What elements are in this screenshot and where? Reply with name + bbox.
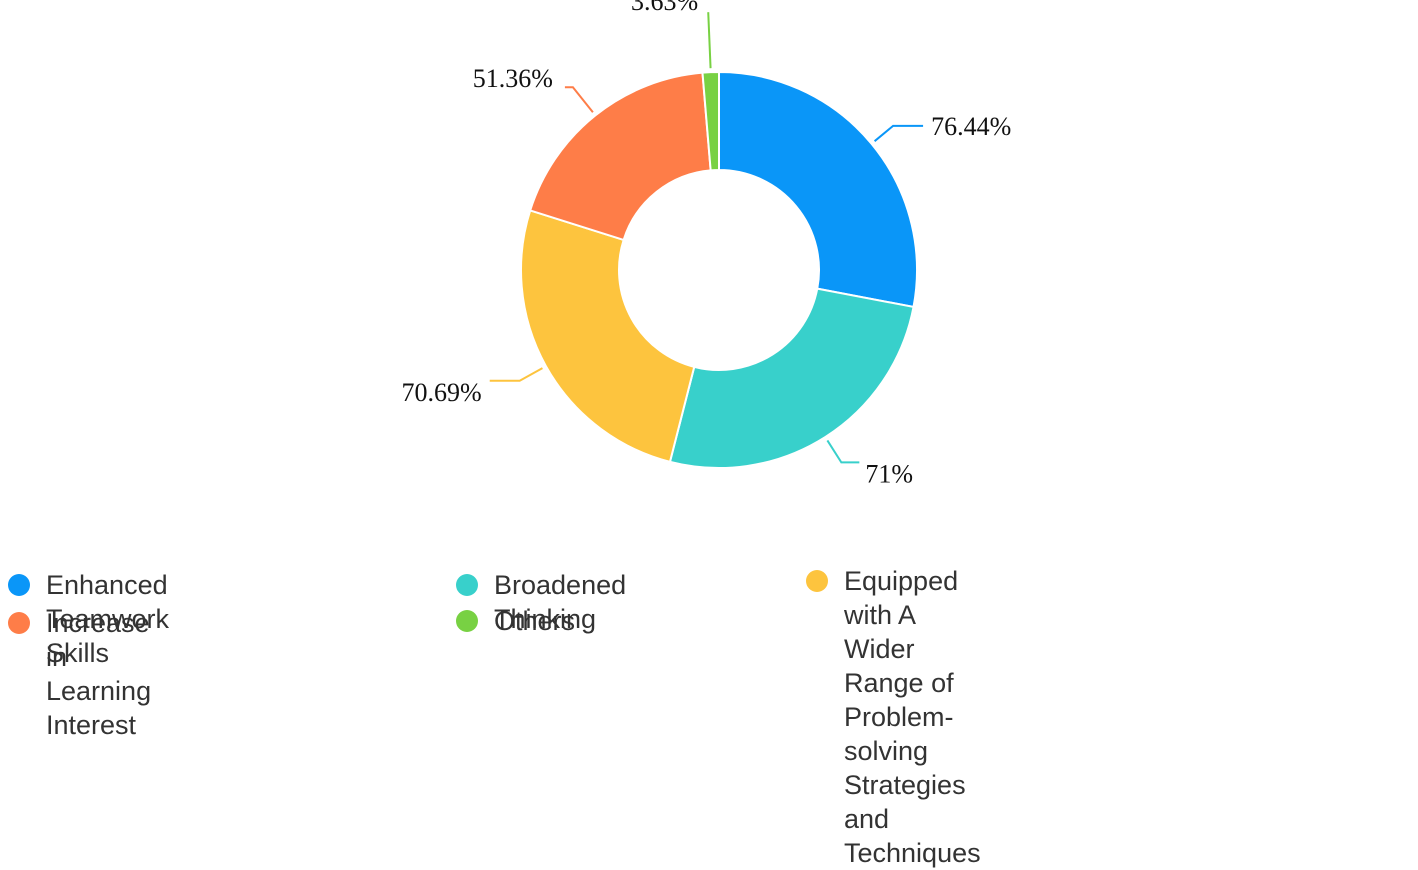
- slice-enhanced-teamwork-skills[interactable]: [718, 70, 918, 309]
- slice-equipped-with-a-wider-range-of-problem-solving-strategies-and-techniques[interactable]: [520, 209, 696, 464]
- donut-slices: [520, 70, 918, 469]
- leader-line-enhanced-teamwork-skills: [873, 124, 924, 142]
- data-label-others: 3.63%: [631, 0, 698, 16]
- legend-marker: [456, 574, 478, 596]
- legend-label: Broadened Thinking: [494, 570, 627, 634]
- legend-item-problem-solving[interactable]: Equipped with A Wider Range of Problem-s…: [806, 564, 981, 870]
- slice-others[interactable]: [701, 70, 720, 172]
- data-labels: 76.44% 71% 70.69% 51.36% 3.63%: [402, 0, 1012, 488]
- data-label-increase-in-learning-interest: 51.36%: [473, 64, 553, 93]
- donut-chart: 76.44% 71% 70.69% 51.36% 3.63%: [402, 0, 1012, 488]
- data-label-broadened-thinking: 71%: [865, 459, 913, 488]
- data-label-enhanced-teamwork-skills: 76.44%: [931, 112, 1011, 141]
- legend-marker: [806, 570, 828, 592]
- leader-line-broadened-thinking: [826, 439, 860, 464]
- label-leader-lines: [489, 12, 924, 464]
- leader-line-equipped-with-a-wider-range-of-problem-solving-strategies-and-techniques: [489, 367, 543, 382]
- legend-item-broadened-thinking[interactable]: Broadened Thinking: [456, 568, 626, 636]
- legend-label: Others: [494, 606, 576, 636]
- leader-line-increase-in-learning-interest: [564, 86, 594, 113]
- legend-item-learning-interest[interactable]: Increase in Learning Interest: [8, 606, 151, 742]
- legend-marker: [8, 574, 30, 596]
- leader-line-others: [707, 12, 712, 69]
- legend-label: Increase in Learning Interest: [46, 608, 152, 740]
- legend-item-others[interactable]: Others: [456, 604, 575, 638]
- data-label-equipped-with-a-wider-range-of-problem-solving-strategies-and-techniques: 70.69%: [402, 378, 482, 407]
- legend-label: Equipped with A Wider Range of Problem-s…: [844, 566, 981, 868]
- legend-marker: [456, 610, 478, 632]
- legend-marker: [8, 612, 30, 634]
- slice-broadened-thinking[interactable]: [668, 287, 915, 469]
- slice-increase-in-learning-interest[interactable]: [528, 71, 712, 242]
